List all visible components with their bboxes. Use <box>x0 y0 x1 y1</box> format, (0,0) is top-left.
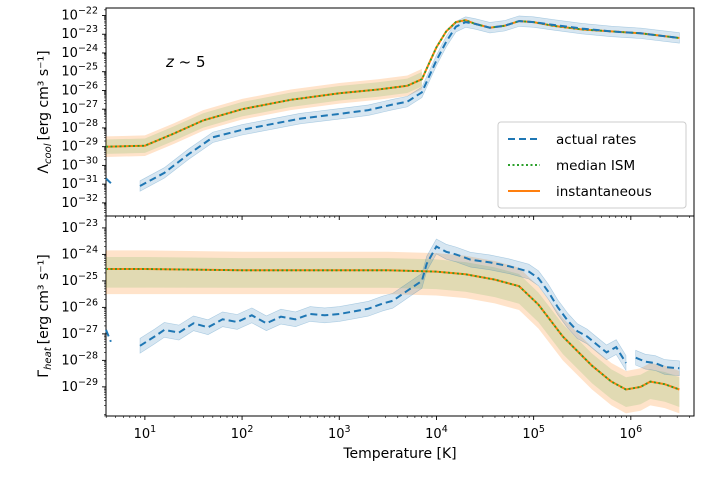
heating-y-tick-label: 10−24 <box>61 244 98 262</box>
x-tick-label: 105 <box>522 424 545 442</box>
heating-actual-band-1 <box>139 238 627 372</box>
cooling-actual-band-1 <box>139 15 680 192</box>
cooling-y-tick-label: 10−28 <box>61 118 98 136</box>
heating-inst-band <box>106 250 680 414</box>
heating-median-band <box>106 257 680 407</box>
cooling-ylabel: Λcool [erg cm³ s⁻¹] <box>36 50 54 173</box>
cooling-actual-rates-line-0 <box>105 177 112 184</box>
legend: actual rates median ISM instantaneous <box>497 121 687 209</box>
cooling-y-tick-label: 10−24 <box>61 43 98 61</box>
legend-label-inst: instantaneous <box>556 184 652 200</box>
redshift-annotation: z ~ 5 <box>165 53 206 71</box>
cooling-ylabel-symbol: Λ <box>36 164 52 174</box>
heating-y-tick-label: 10−26 <box>61 297 98 315</box>
cooling-actual-rates-line-1 <box>139 20 680 187</box>
heating-ylabel-units: [erg cm³ s⁻¹] <box>36 254 52 344</box>
heating-y-tick-label: 10−29 <box>61 377 98 395</box>
x-axis-label: Temperature [K] <box>342 446 456 462</box>
heating-ylabel-sub: heat <box>43 346 54 370</box>
heating-actual-rates-line-2 <box>635 356 680 370</box>
heating-y-tick-label: 10−23 <box>61 218 98 236</box>
heating-actual-rates-line-0 <box>105 329 112 343</box>
cooling-ylabel-units: [erg cm³ s⁻¹] <box>36 50 52 140</box>
heating-panel-frame <box>105 215 695 417</box>
cooling-ylabel-sub: cool <box>43 143 54 164</box>
cooling-median-ism-line <box>105 19 680 148</box>
legend-label-median: median ISM <box>556 158 635 174</box>
heating-y-tick-label: 10−25 <box>61 271 98 289</box>
cooling-y-tick-label: 10−27 <box>61 99 98 117</box>
heating-y-tick-label: 10−27 <box>61 324 98 342</box>
heating-y-tick-label: 10−28 <box>61 350 98 368</box>
x-tick-label: 102 <box>231 424 254 442</box>
cooling-y-tick-label: 10−30 <box>61 155 98 173</box>
heating-median-ism-line <box>106 268 680 391</box>
cooling-y-tick-label: 10−31 <box>61 174 98 192</box>
heating-ylabel-symbol: Γ <box>36 370 52 378</box>
annotation-value: ~ 5 <box>174 53 206 71</box>
annotation-z: z <box>165 53 175 71</box>
cooling-y-tick-label: 10−26 <box>61 80 98 98</box>
x-tick-label: 103 <box>328 424 351 442</box>
cooling-y-tick-label: 10−29 <box>61 137 98 155</box>
heating-ylabel: Γheat [erg cm³ s⁻¹] <box>36 254 54 377</box>
x-tick-label: 106 <box>620 424 643 442</box>
legend-box <box>497 121 687 209</box>
cooling-y-tick-label: 10−22 <box>61 5 98 23</box>
cooling-y-tick-label: 10−25 <box>61 62 98 80</box>
legend-label-actual: actual rates <box>556 132 636 148</box>
cooling-y-tick-label: 10−23 <box>61 24 98 42</box>
heating-actual-rates-line-1 <box>139 245 627 364</box>
x-tick-label: 104 <box>425 424 448 442</box>
cooling-y-tick-label: 10−32 <box>61 193 98 211</box>
cooling-inst-band <box>106 68 422 157</box>
x-tick-label: 101 <box>134 424 157 442</box>
